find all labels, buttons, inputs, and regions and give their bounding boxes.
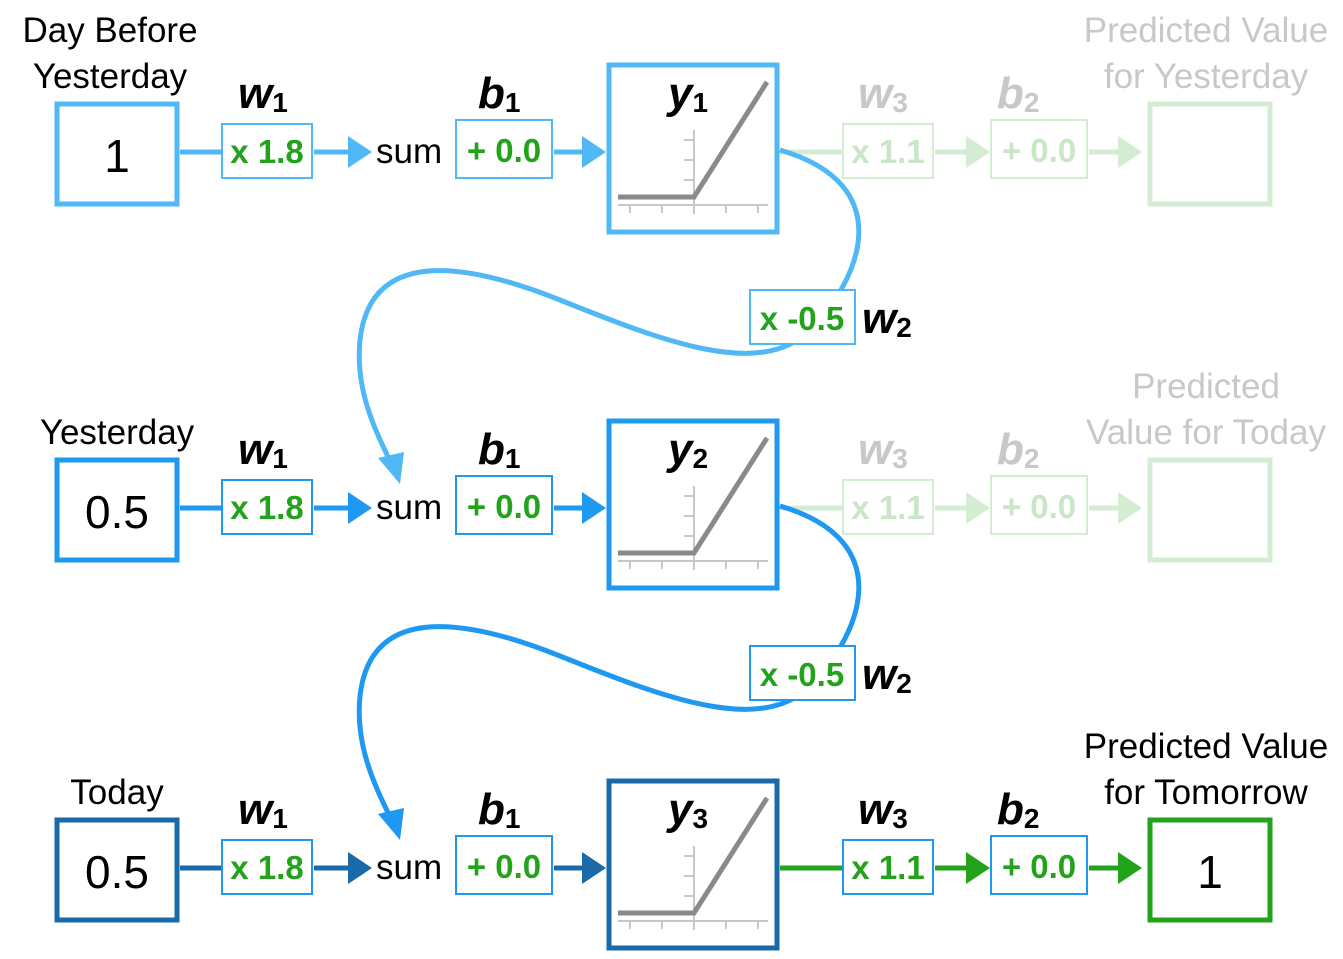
w3-value: x 1.1 [851, 849, 924, 886]
w3-value: x 1.1 [851, 489, 924, 526]
output-box [1147, 101, 1273, 207]
w3-label: w3 [858, 69, 908, 118]
arrowhead [582, 136, 606, 168]
input-label-line1: Today [70, 773, 164, 812]
arrowhead [378, 452, 404, 484]
w2-box [749, 645, 856, 701]
output-label-line2: for Tomorrow [1104, 773, 1308, 812]
output-box [1147, 457, 1273, 563]
feedback-curve [356, 503, 862, 823]
w1-value: x 1.8 [230, 489, 303, 526]
feedback-loop-1: x -0.5 w2 [356, 147, 912, 484]
w3-box [842, 839, 934, 895]
w2-value: x -0.5 [760, 656, 844, 693]
input-box [54, 457, 180, 563]
b1-value: + 0.0 [467, 488, 541, 525]
output-label-line1: Predicted Value [1084, 727, 1329, 766]
b1-label: b1 [478, 785, 520, 834]
row-today: Today 0.5 w1 x 1.8 sum b1 + 0.0 y3 [54, 727, 1329, 951]
b1-label: b1 [478, 425, 520, 474]
b2-box [990, 835, 1088, 895]
arrowhead [582, 852, 606, 884]
b1-box [455, 119, 553, 179]
output-label-line2: Value for Today [1086, 413, 1326, 452]
row-yesterday: Yesterday 0.5 w1 x 1.8 sum b1 + 0.0 y2 [40, 367, 1326, 591]
relu-plot [618, 436, 770, 570]
relu-plot [618, 796, 770, 930]
relu-plot [618, 80, 770, 214]
b2-value: + 0.0 [1002, 488, 1076, 525]
input-box [54, 101, 180, 207]
w1-box [221, 479, 313, 535]
b1-box [455, 835, 553, 895]
w3-label: w3 [858, 785, 908, 834]
input-value: 0.5 [85, 486, 149, 538]
input-value: 0.5 [85, 846, 149, 898]
output-value: 1 [1197, 846, 1223, 898]
b2-box [990, 475, 1088, 535]
faded-output-path: w3 x 1.1 b2 + 0.0 Predicted Value for Ye… [780, 11, 1329, 207]
active-output-path: w3 x 1.1 b2 + 0.0 Predicted Value for To… [780, 727, 1329, 923]
arrowhead [348, 136, 372, 168]
input-box [54, 817, 180, 923]
arrowhead [378, 808, 404, 840]
w1-box [221, 839, 313, 895]
w3-label: w3 [858, 425, 908, 474]
sum-label: sum [376, 848, 442, 887]
w2-box [749, 289, 856, 345]
arrowhead [582, 492, 606, 524]
output-label-line1: Predicted Value [1084, 11, 1329, 50]
b2-label: b2 [997, 785, 1039, 834]
output-label-line1: Predicted [1132, 367, 1280, 406]
w3-value: x 1.1 [851, 133, 924, 170]
b2-label: b2 [997, 425, 1039, 474]
w1-value: x 1.8 [230, 849, 303, 886]
w1-box [221, 123, 313, 179]
w1-label: w1 [238, 785, 288, 834]
arrowhead [348, 492, 372, 524]
input-label-line1: Day Before [22, 11, 197, 50]
b2-value: + 0.0 [1002, 848, 1076, 885]
sum-label: sum [376, 132, 442, 171]
output-box [1147, 817, 1273, 923]
w3-box [842, 123, 934, 179]
w2-value: x -0.5 [760, 300, 844, 337]
input-label-line2: Yesterday [33, 57, 188, 96]
y-label: y2 [666, 425, 708, 474]
w2-label: w2 [862, 294, 912, 343]
b1-label: b1 [478, 69, 520, 118]
row-day-before-yesterday: Day Before Yesterday 1 w1 x 1.8 sum b1 +… [22, 11, 1329, 235]
b2-value: + 0.0 [1002, 132, 1076, 169]
b1-box [455, 475, 553, 535]
w3-box [842, 479, 934, 535]
b1-value: + 0.0 [467, 848, 541, 885]
feedback-curve [356, 147, 862, 467]
w1-label: w1 [238, 69, 288, 118]
w1-label: w1 [238, 425, 288, 474]
sum-label: sum [376, 488, 442, 527]
y-label: y1 [666, 69, 708, 118]
y-label: y3 [666, 785, 708, 834]
faded-output-path: w3 x 1.1 b2 + 0.0 Predicted Value for To… [780, 367, 1326, 563]
b2-label: b2 [997, 69, 1039, 118]
b2-box [990, 119, 1088, 179]
w2-label: w2 [862, 650, 912, 699]
w1-value: x 1.8 [230, 133, 303, 170]
feedback-loop-2: x -0.5 w2 [356, 503, 912, 840]
b1-value: + 0.0 [467, 132, 541, 169]
output-label-line2: for Yesterday [1104, 57, 1309, 96]
input-label-line1: Yesterday [40, 413, 195, 452]
input-value: 1 [104, 130, 130, 182]
arrowhead [348, 852, 372, 884]
